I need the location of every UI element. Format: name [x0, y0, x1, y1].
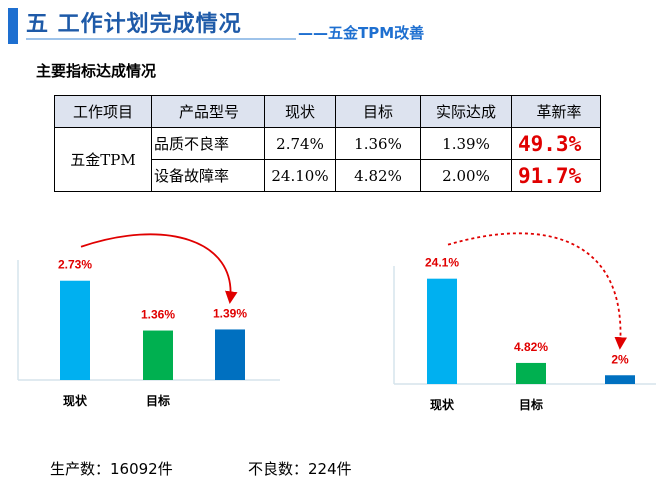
model-cell: 品质不良率: [151, 127, 265, 160]
failure-category-label: 目标: [519, 397, 543, 412]
defect-count: 不良数：224件: [248, 460, 352, 478]
header-actual: 实际达成: [420, 95, 512, 128]
defect-category-label: 现状: [63, 393, 88, 408]
table-row: 设备故障率 24.10% 4.82% 2.00% 91.7%: [55, 159, 601, 192]
failure-data-label: 2%: [611, 352, 629, 366]
header-work-item: 工作项目: [54, 95, 152, 128]
defect-rate-chart-svg: 2.73% 现状 1.36% 目标 1.39%: [17, 233, 280, 408]
failure-category-label: 现状: [430, 397, 455, 412]
failure-rate-chart: 24.1% 现状 4.82% 目标 2%: [386, 232, 666, 422]
failure-rate-chart-svg: 24.1% 现状 4.82% 目标 2%: [393, 232, 656, 412]
defect-bar: [60, 280, 90, 380]
defect-data-label: 2.73%: [58, 258, 92, 272]
actual-cell: 1.39%: [420, 127, 512, 160]
failure-bar: [427, 278, 457, 384]
header-current: 现状: [264, 95, 336, 128]
current-cell: 2.74%: [264, 127, 336, 160]
defect-trend-arrow: [80, 233, 238, 304]
header-target: 目标: [335, 95, 421, 128]
rate-cell: 49.3%: [511, 127, 601, 160]
header-model: 产品型号: [151, 95, 265, 128]
header-rate: 革新率: [511, 95, 601, 128]
current-cell: 24.10%: [264, 159, 336, 192]
rate-cell: 91.7%: [511, 159, 601, 192]
defect-category-label: 目标: [146, 393, 170, 408]
page-title: 五 工作计划完成情况: [26, 12, 242, 37]
table-row: 五金TPM 品质不良率 2.74% 1.36% 1.39% 49.3%: [54, 127, 601, 192]
failure-data-label: 4.82%: [514, 340, 548, 354]
metrics-table: 工作项目 产品型号 现状 目标 实际达成 革新率 五金TPM 品质不良率 2.7…: [54, 95, 601, 192]
model-cell: 设备故障率: [151, 159, 265, 192]
page-subtitle: ——五金TPM改善: [298, 24, 425, 42]
group-label-cell: 五金TPM: [54, 127, 152, 192]
defect-data-label: 1.36%: [141, 308, 175, 322]
title-accent-bar: [8, 8, 18, 44]
defect-data-label: 1.39%: [213, 306, 247, 320]
table-header-row: 工作项目 产品型号 现状 目标 实际达成 革新率: [54, 95, 601, 128]
title-underline: [26, 38, 296, 40]
defect-bar: [215, 329, 245, 380]
section-heading: 主要指标达成情况: [36, 62, 157, 80]
failure-bar: [516, 362, 546, 384]
defect-rate-chart: 2.73% 现状 1.36% 目标 1.39%: [10, 220, 290, 420]
failure-trend-arrow: [447, 232, 628, 350]
failure-data-label: 24.1%: [425, 256, 459, 270]
actual-cell: 2.00%: [420, 159, 512, 192]
defect-bar: [143, 330, 173, 380]
target-cell: 1.36%: [335, 127, 421, 160]
production-count: 生产数：16092件: [50, 460, 173, 478]
failure-bar: [605, 375, 635, 384]
target-cell: 4.82%: [335, 159, 421, 192]
